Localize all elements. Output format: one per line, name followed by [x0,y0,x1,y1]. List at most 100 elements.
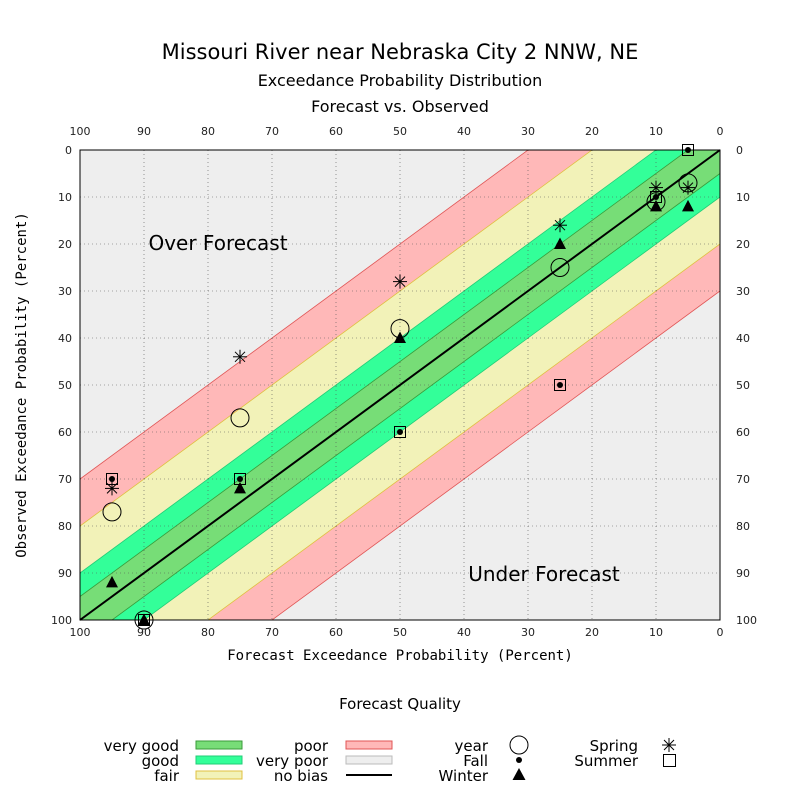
point-summer-4 [554,379,566,391]
x-tick-top-50: 50 [393,125,407,138]
y-axis-label: Observed Exceedance Probability (Percent… [14,212,30,558]
point-fall-0 [109,476,115,482]
y-tick-right-100: 100 [736,614,757,627]
series-spring [105,180,695,496]
over-forecast-label: Over Forecast [148,231,287,255]
y-tick-left-10: 10 [58,191,72,204]
point-year-4 [550,258,570,277]
legend-marker-spring [662,738,676,752]
point-winter-0 [106,575,118,588]
plot-frame [79,149,721,621]
legend-label-very-poor: very poor [256,752,329,770]
point-fall-5 [653,194,659,200]
point-winter-1 [138,613,150,625]
x-tick-top-0: 0 [717,125,724,138]
chart-subtitle: Exceedance Probability Distribution [257,71,543,90]
x-tick-bottom-70: 70 [265,626,279,639]
legend-label-poor: poor [294,737,329,755]
series-winter [106,199,694,625]
x-tick-top-40: 40 [457,125,471,138]
y-tick-left-40: 40 [58,332,72,345]
y-tick-right-10: 10 [736,191,750,204]
x-tick-bottom-80: 80 [201,626,215,639]
point-year-2 [230,408,250,428]
legend-label-good: good [142,752,179,770]
y-tick-right-60: 60 [736,426,750,439]
point-spring-0 [105,481,119,496]
x-tick-top-60: 60 [329,125,343,138]
x-tick-top-90: 90 [137,125,151,138]
x-tick-top-100: 100 [70,125,91,138]
point-fall-4 [557,382,563,388]
legend-label-summer: Summer [574,752,638,770]
legend-swatch-good [195,755,243,765]
y-tick-left-50: 50 [58,379,72,392]
point-winter-3 [394,331,406,343]
x-tick-bottom-0: 0 [717,626,724,639]
x-tick-bottom-60: 60 [329,626,343,639]
x-tick-top-30: 30 [521,125,535,138]
y-tick-right-0: 0 [736,144,743,157]
y-tick-left-90: 90 [58,567,72,580]
x-tick-top-10: 10 [649,125,663,138]
chart-title: Missouri River near Nebraska City 2 NNW,… [161,40,639,64]
legend-swatch-poor [345,740,393,750]
y-tick-left-0: 0 [65,144,72,157]
y-tick-left-30: 30 [58,285,72,298]
legend-marker-year [509,735,529,755]
y-tick-right-40: 40 [736,332,750,345]
x-tick-bottom-30: 30 [521,626,535,639]
x-tick-bottom-90: 90 [137,626,151,639]
point-spring-2 [393,274,407,289]
point-summer-5 [650,191,662,203]
x-tick-top-80: 80 [201,125,215,138]
legend-marker-summer [663,754,676,767]
legend-swatch-fair [195,770,243,780]
series-summer [106,144,694,626]
under-forecast-label: Under Forecast [468,562,620,586]
legend-label-winter: Winter [439,767,489,785]
x-tick-top-20: 20 [585,125,599,138]
x-tick-bottom-10: 10 [649,626,663,639]
point-spring-4 [649,180,663,195]
y-tick-right-90: 90 [736,567,750,580]
legend-marker-winter [512,768,526,780]
y-tick-right-80: 80 [736,520,750,533]
legend-label-fall: Fall [463,752,488,770]
y-tick-left-100: 100 [51,614,72,627]
legend-label-fair: fair [154,767,180,785]
legend-label-spring: Spring [590,737,638,755]
legend-title: Forecast Quality [339,695,461,713]
y-tick-right-30: 30 [736,285,750,298]
x-tick-bottom-50: 50 [393,626,407,639]
y-tick-right-50: 50 [736,379,750,392]
point-winter-4 [554,237,566,249]
point-summer-2 [234,473,246,485]
y-tick-right-70: 70 [736,473,750,486]
point-spring-3 [553,218,567,233]
x-tick-bottom-40: 40 [457,626,471,639]
y-tick-left-20: 20 [58,238,72,251]
point-spring-1 [233,349,247,364]
point-fall-2 [237,476,243,482]
legend-label-no-bias: no bias [274,767,328,785]
x-tick-bottom-100: 100 [70,626,91,639]
x-axis-label: Forecast Exceedance Probability (Percent… [227,648,573,664]
point-summer-0 [106,473,118,485]
point-fall-3 [397,429,403,435]
point-spring-5 [681,180,695,195]
legend-label-year: year [455,737,489,755]
x-tick-bottom-20: 20 [585,626,599,639]
y-tick-left-70: 70 [58,473,72,486]
point-winter-6 [682,199,694,212]
legend: very good good fair poor very poor no bi… [104,735,676,785]
legend-label-very-good: very good [104,737,179,755]
legend-swatch-very-poor [345,755,393,765]
chart-subtitle-2: Forecast vs. Observed [311,97,489,116]
point-year-0 [102,502,122,522]
y-tick-right-20: 20 [736,238,750,251]
point-winter-5 [650,199,662,212]
y-tick-left-60: 60 [58,426,72,439]
y-tick-left-80: 80 [58,520,72,533]
